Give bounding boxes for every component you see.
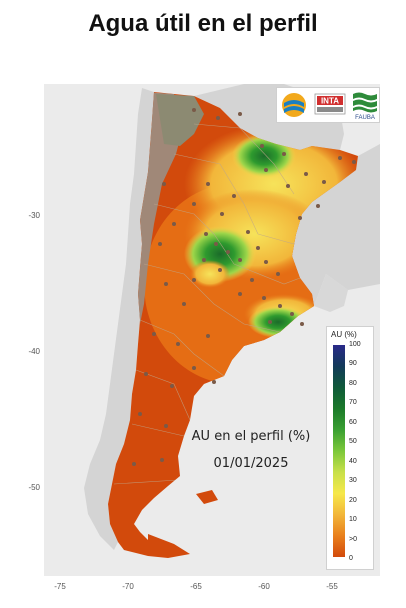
legend-label: 20 [349,497,357,504]
x-tick-label: -55 [326,582,338,591]
legend-label: 30 [349,477,357,484]
sun-wave-logo-icon [282,93,306,117]
legend-label: 50 [349,438,357,445]
y-tick-label: -50 [28,483,40,492]
logos-graphic: INTA FAUBA [282,92,377,121]
soil-moisture-map [44,84,380,576]
inta-logo-text: INTA [321,97,339,106]
legend-label: 80 [349,380,357,387]
legend-label: 60 [349,419,357,426]
y-tick-label: -40 [28,347,40,356]
legend-label: 70 [349,399,357,406]
legend-label: 40 [349,458,357,465]
legend: AU (%) 100 90 80 70 60 50 40 30 20 10 >0… [326,326,374,570]
legend-label: 100 [349,341,361,348]
map-overlay-label: AU en el perfil (%) [191,429,311,444]
neighbor-land [84,84,380,550]
fauba-logo-text: FAUBA [355,115,375,121]
y-tick-label: -30 [28,211,40,220]
x-tick-label: -65 [190,582,202,591]
inta-logo-icon [314,93,346,115]
legend-title: AU (%) [331,330,357,339]
x-tick-label: -60 [258,582,270,591]
map-canvas [84,84,380,558]
x-tick-label: -70 [122,582,134,591]
legend-label: 10 [349,516,357,523]
fauba-logo-icon [353,92,377,113]
legend-colorbar [333,345,345,557]
legend-label: 90 [349,360,357,367]
legend-label: 0 [349,555,353,562]
station-points [132,108,356,466]
tierra-del-fuego [148,534,190,558]
institution-logos: INTA FAUBA [276,87,380,123]
map-overlay-date: 01/01/2025 [213,456,289,471]
page-title: Agua útil en el perfil [88,10,318,37]
malvinas-islands [196,490,218,504]
legend-label: >0 [349,536,357,543]
x-tick-label: -75 [54,582,66,591]
